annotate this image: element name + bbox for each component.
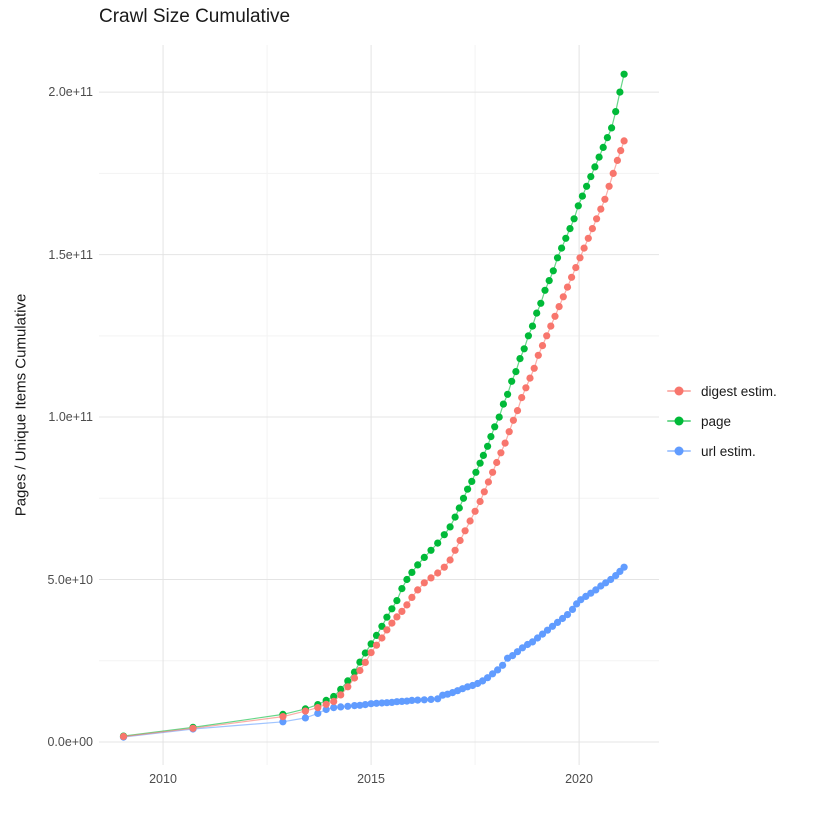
legend: digest estim. page url estim. <box>666 376 777 466</box>
y-axis-title: Pages / Unique Items Cumulative <box>12 293 30 517</box>
legend-point-icon <box>674 416 684 426</box>
legend-item-url: url estim. <box>666 436 777 466</box>
legend-point-icon <box>674 446 684 456</box>
legend-item-page: page <box>666 406 777 436</box>
legend-key-digest <box>666 383 692 399</box>
y-tick-label-0: 0.0e+00 <box>47 735 93 749</box>
legend-item-digest: digest estim. <box>666 376 777 406</box>
legend-key-url <box>666 443 692 459</box>
x-tick-label-2010: 2010 <box>149 772 177 786</box>
x-tick-label-2020: 2020 <box>565 772 593 786</box>
y-tick-label-4: 2.0e+11 <box>48 85 93 99</box>
legend-key-page <box>666 413 692 429</box>
y-tick-label-2: 1.0e+11 <box>48 410 93 424</box>
legend-label-page: page <box>701 413 732 429</box>
y-tick-label-3: 1.5e+11 <box>48 247 93 262</box>
y-tick-label-1: 5.0e+10 <box>47 572 93 587</box>
x-tick-label-2015: 2015 <box>357 772 385 786</box>
legend-point-icon <box>674 386 684 396</box>
legend-label-digest: digest estim. <box>701 383 777 399</box>
chart-title: Crawl Size Cumulative <box>99 6 291 27</box>
legend-label-url: url estim. <box>701 443 756 459</box>
